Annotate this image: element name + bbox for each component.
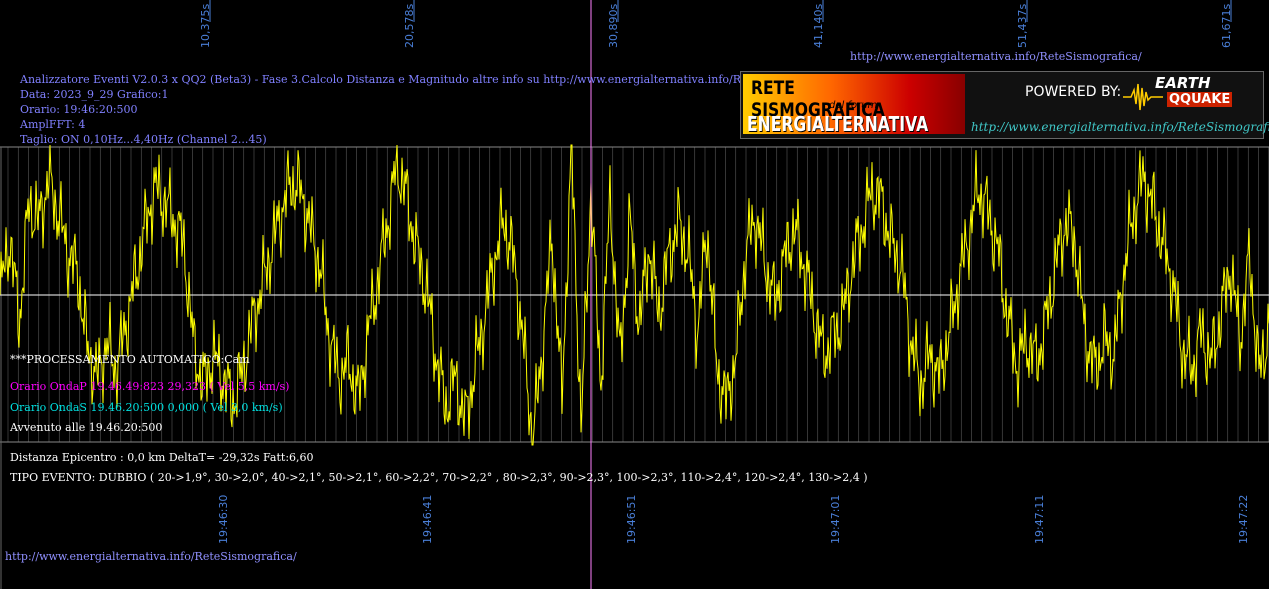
bottom-tick-label: 19:46:30: [217, 494, 230, 544]
rete-sismografica-banner[interactable]: RETE SISMOGRAFICA del forum ENERGIALTERN…: [740, 71, 1269, 139]
bottom-tick-label: 19:47:01: [829, 494, 842, 544]
seismograph-wave-icon: [1123, 83, 1163, 111]
earthquake-logo-bottom: QQUAKE: [1167, 92, 1233, 107]
banner-gradient-panel: RETE SISMOGRAFICA del forum ENERGIALTERN…: [743, 74, 965, 136]
bottom-tick-label: 19:47:11: [1033, 494, 1046, 544]
bottom-tick-label: 19:46:41: [421, 494, 434, 544]
banner-title: RETE SISMOGRAFICA: [751, 77, 885, 121]
earthquake-logo-top: EARTH: [1155, 74, 1211, 92]
onda-p-time: Orario OndaP 19.46.49:823 29,323 ( Vel 5…: [10, 380, 290, 393]
onda-s-time: Orario OndaS 19.46.20:500 0,000 ( Vel 3,…: [10, 401, 283, 414]
top-tick-marks: [209, 0, 1232, 22]
info-line-title: Analizzatore Eventi V2.0.3 x QQ2 (Beta3)…: [20, 73, 786, 86]
banner-powered-by: POWERED BY:: [1025, 84, 1122, 100]
top-tick-label: 30,890s: [607, 3, 620, 48]
info-line-filter: Taglio: ON 0,10Hz...4,40Hz (Channel 2...…: [20, 133, 267, 146]
footer-url-link[interactable]: http://www.energialternativa.info/ReteSi…: [5, 550, 297, 563]
epicenter-distance: Distanza Epicentro : 0,0 km DeltaT= -29,…: [10, 451, 314, 464]
top-tick-label: 20,578s: [403, 3, 416, 48]
event-type: TIPO EVENTO: DUBBIO ( 20->1,9°, 30->2,0°…: [10, 471, 868, 484]
info-line-amplfft: AmplFFT: 4: [20, 118, 86, 131]
info-line-time: Orario: 19:46:20:500: [20, 103, 138, 116]
top-tick-label: 10,375s: [199, 3, 212, 48]
top-url-link[interactable]: http://www.energialternativa.info/ReteSi…: [850, 50, 1142, 63]
top-tick-label: 41,140s: [812, 3, 825, 48]
banner-url-link[interactable]: http://www.energialternativa.info/ReteSi…: [971, 120, 1269, 134]
processing-status: ***PROCESSAMENTO AUTOMATICO:Cam: [10, 353, 250, 366]
top-tick-label: 51,437s: [1016, 3, 1029, 48]
seismic-trace-series: [0, 144, 1269, 446]
banner-subtitle: del forum: [829, 100, 878, 111]
top-tick-label: 61,671s: [1220, 3, 1233, 48]
info-line-date: Data: 2023_9_29 Grafico:1: [20, 88, 169, 101]
bottom-tick-label: 19:47:22: [1237, 494, 1250, 544]
banner-forum-name: ENERGIALTERNATIVA: [747, 112, 929, 136]
bottom-tick-label: 19:46:51: [625, 494, 638, 544]
event-occurred-time: Avvenuto alle 19.46.20:500: [10, 421, 163, 434]
